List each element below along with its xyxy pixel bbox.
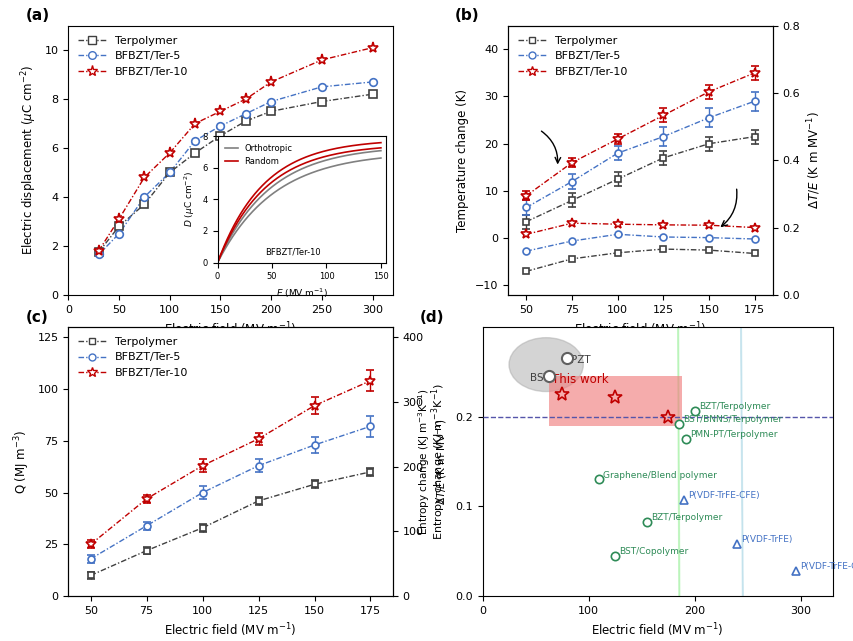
Text: BZT/Terpolymer: BZT/Terpolymer	[651, 513, 722, 522]
X-axis label: Electric field (MV m$^{-1}$): Electric field (MV m$^{-1}$)	[590, 621, 723, 639]
Y-axis label: Temperature change (K): Temperature change (K)	[456, 88, 469, 232]
Text: P(VDF-TrFE-CFE): P(VDF-TrFE-CFE)	[798, 562, 853, 571]
Legend: Terpolymer, BFBZT/Ter-5, BFBZT/Ter-10: Terpolymer, BFBZT/Ter-5, BFBZT/Ter-10	[74, 31, 193, 81]
Y-axis label: Electric displacement ($\mu$C cm$^{-2}$): Electric displacement ($\mu$C cm$^{-2}$)	[20, 65, 39, 255]
Y-axis label: Q (MJ m$^{-3}$): Q (MJ m$^{-3}$)	[12, 429, 32, 494]
Y-axis label: Entropy change (KJ m$^{-3}$K$^{-1}$): Entropy change (KJ m$^{-3}$K$^{-1}$)	[429, 383, 447, 540]
Text: Graphene/Blend polymer: Graphene/Blend polymer	[603, 470, 717, 479]
Legend: Terpolymer, BFBZT/Ter-5, BFBZT/Ter-10: Terpolymer, BFBZT/Ter-5, BFBZT/Ter-10	[74, 333, 193, 383]
Text: PZT: PZT	[570, 355, 589, 365]
Ellipse shape	[508, 338, 583, 392]
Bar	[548, 376, 682, 426]
Text: BST/Copolymer: BST/Copolymer	[618, 547, 688, 556]
Ellipse shape	[650, 0, 833, 641]
Text: BST: BST	[530, 373, 549, 383]
X-axis label: Electric field (MV m$^{-1}$): Electric field (MV m$^{-1}$)	[164, 320, 297, 338]
Text: PMN-PT/Terpolymer: PMN-PT/Terpolymer	[690, 430, 777, 439]
Text: (a): (a)	[26, 8, 50, 23]
Text: BST/BNNS/Terpolymer: BST/BNNS/Terpolymer	[682, 415, 781, 424]
Y-axis label: Entropy change (KJ m$^{-3}$K$^{-1}$)
$\Delta T/E$ (K m MV$^{-1}$): Entropy change (KJ m$^{-3}$K$^{-1}$) $\D…	[416, 388, 449, 535]
Text: (b): (b)	[455, 8, 479, 23]
Text: This work: This work	[551, 374, 607, 387]
X-axis label: Electric field (MV m$^{-1}$): Electric field (MV m$^{-1}$)	[573, 320, 706, 338]
Text: P(VDF-TrFE-CFE): P(VDF-TrFE-CFE)	[688, 491, 759, 501]
Legend: Terpolymer, BFBZT/Ter-5, BFBZT/Ter-10: Terpolymer, BFBZT/Ter-5, BFBZT/Ter-10	[514, 31, 632, 81]
Text: P(VDF-TrFE): P(VDF-TrFE)	[740, 535, 792, 544]
Text: (c): (c)	[26, 310, 49, 324]
X-axis label: Electric field (MV m$^{-1}$): Electric field (MV m$^{-1}$)	[164, 621, 297, 639]
Y-axis label: $\Delta T/E$ (K m MV$^{-1}$): $\Delta T/E$ (K m MV$^{-1}$)	[805, 112, 822, 209]
Text: BZT/Terpolymer: BZT/Terpolymer	[698, 403, 769, 412]
Text: (d): (d)	[419, 310, 444, 324]
Ellipse shape	[566, 0, 791, 641]
